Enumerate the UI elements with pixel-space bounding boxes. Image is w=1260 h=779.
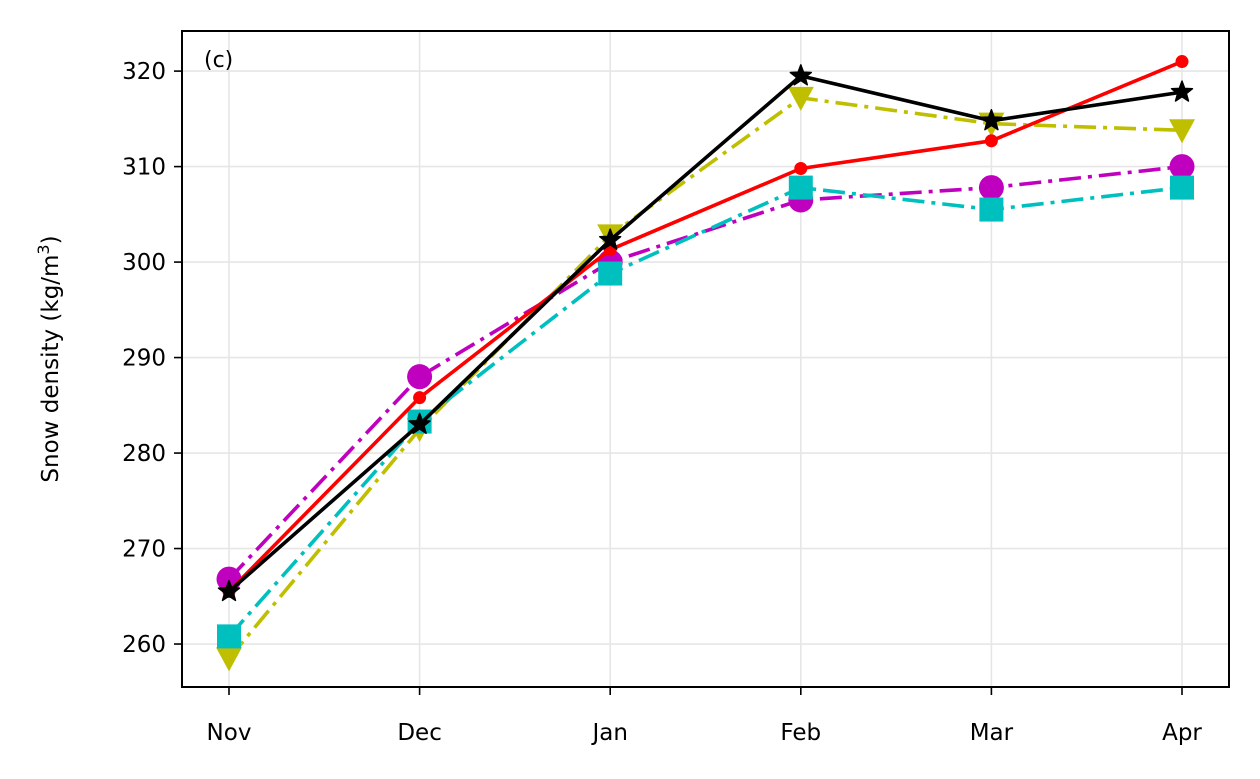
- x-tick-label: Feb: [780, 720, 821, 746]
- series-line-yellow: [227, 96, 1183, 660]
- x-tick-label: Dec: [397, 720, 442, 746]
- data-point-black: [789, 64, 813, 86]
- series-line-black: [227, 74, 1183, 593]
- data-point-magenta: [978, 175, 1004, 201]
- data-point-cyan: [1170, 175, 1194, 200]
- series-line-red: [227, 59, 1183, 593]
- y-tick-label: 310: [122, 155, 166, 181]
- y-tick-label: 300: [122, 250, 166, 276]
- x-tick-label: Apr: [1162, 720, 1202, 746]
- y-tick-label: 280: [122, 441, 166, 467]
- data-point-cyan: [979, 197, 1004, 222]
- data-point-cyan: [788, 175, 813, 200]
- series-black: [217, 64, 1194, 602]
- data-point-red: [984, 134, 998, 148]
- data-point-yellow: [1169, 119, 1195, 144]
- data-point-red: [413, 391, 427, 405]
- data-point-red: [1175, 55, 1189, 69]
- x-tick-label: Mar: [970, 720, 1014, 746]
- data-point-magenta: [1169, 154, 1195, 180]
- panel-label: (c): [204, 48, 233, 73]
- data-point-black: [598, 228, 622, 250]
- data-point-yellow: [216, 647, 242, 672]
- y-tick-label: 260: [122, 632, 166, 658]
- x-tick-label: Nov: [207, 720, 252, 746]
- data-point-black: [980, 109, 1003, 131]
- data-point-cyan: [217, 624, 241, 649]
- y-axis-label: Snow density (kg/m3): [34, 235, 64, 482]
- series-red: [222, 55, 1189, 599]
- y-tick-label: 290: [122, 346, 166, 372]
- data-point-magenta: [407, 364, 433, 390]
- series-lines: [216, 55, 1195, 672]
- series-magenta: [216, 154, 1195, 592]
- data-point-black: [217, 579, 241, 602]
- series-cyan: [217, 175, 1194, 649]
- y-axis-label-main: Snow density (kg/m: [38, 255, 64, 483]
- grid: [182, 31, 1229, 687]
- y-tick-label: 270: [122, 537, 166, 563]
- data-point-black: [1170, 80, 1194, 102]
- y-axis-label-close: ): [38, 235, 64, 244]
- series-yellow: [216, 86, 1195, 672]
- series-line-cyan: [227, 185, 1183, 638]
- y-tick-label: 320: [122, 59, 166, 85]
- y-axis-label-superscript: 3: [34, 244, 53, 254]
- x-tick-label: Jan: [590, 720, 627, 746]
- data-point-red: [794, 162, 808, 176]
- axes: 260 270 280 290 300 310 320 Nov Dec Jan Feb Mar Apr: [122, 59, 1202, 746]
- data-point-cyan: [598, 261, 623, 286]
- plot-frame: [181, 30, 1230, 688]
- series-line-magenta: [227, 164, 1183, 581]
- data-point-black: [408, 412, 431, 435]
- data-point-yellow: [787, 86, 814, 111]
